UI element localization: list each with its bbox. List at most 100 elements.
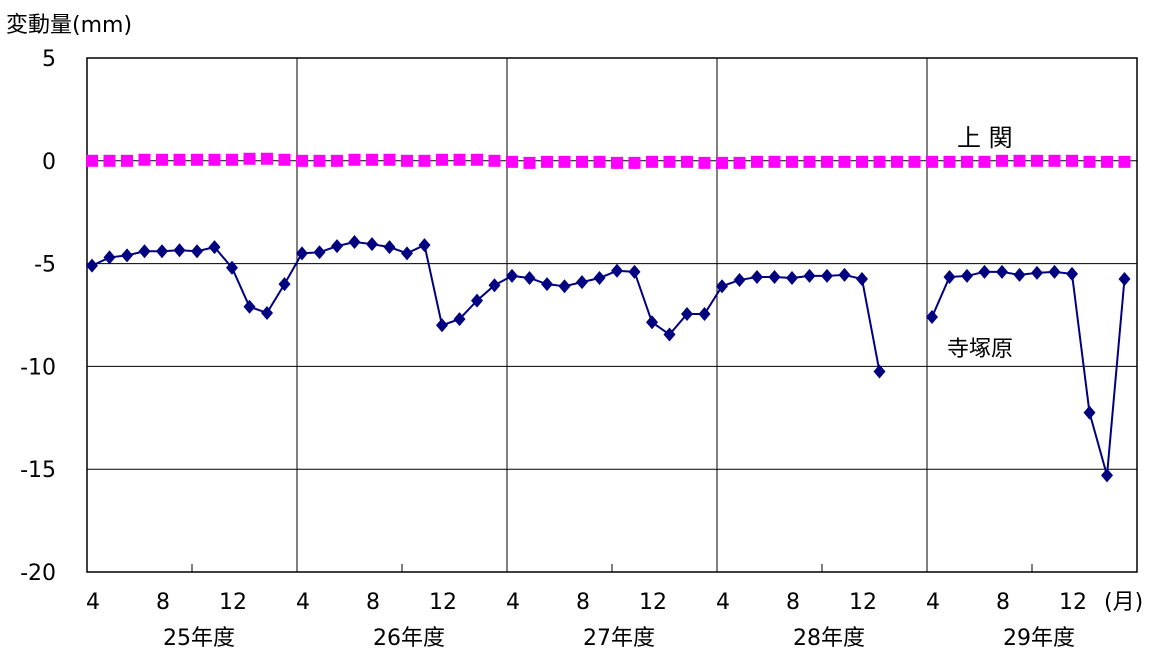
data-point [313,154,326,167]
series-line [91,240,881,372]
data-point [681,155,693,168]
data-point [646,315,658,330]
data-point [1013,154,1026,167]
data-point [978,264,991,279]
data-point [453,153,466,166]
data-point [436,318,448,333]
data-point [348,235,361,250]
data-point [261,152,273,165]
fiscal-year-label: 25年度 [163,626,235,651]
data-point [261,305,273,320]
data-point [996,154,1008,167]
y-tick-label: -5 [34,253,56,278]
data-point [856,272,868,287]
data-point [331,239,343,254]
data-point [226,260,238,275]
y-tick-label: -10 [20,355,56,380]
data-point [296,154,308,167]
data-point [471,153,483,166]
x-tick-label: 4 [86,590,100,615]
data-point [803,155,816,168]
series-line [931,270,1126,476]
data-point [1066,154,1078,167]
series-label-lower: 寺塚原 [947,337,1013,362]
data-point [138,244,151,259]
data-point [891,155,903,168]
data-point [646,155,658,168]
data-point [628,264,641,279]
data-point [366,153,378,166]
data-point [733,156,746,169]
data-point [698,306,711,321]
data-point [1083,405,1096,420]
data-point [593,155,606,168]
data-point [716,279,728,294]
data-point [628,156,641,169]
x-tick-label: 12 [1059,590,1087,615]
data-point [716,156,728,169]
data-point [1118,155,1131,168]
data-point [1048,264,1061,279]
data-point [418,238,431,253]
data-point [786,155,798,168]
data-point [208,240,221,255]
x-tick-label: 4 [926,590,940,615]
data-point [103,154,116,167]
x-tick-label: 4 [506,590,520,615]
x-tick-label: 12 [219,590,247,615]
data-point [541,155,553,168]
x-tick-label: 12 [429,590,457,615]
x-tick-label: 4 [716,590,730,615]
data-point [278,277,291,292]
x-tick-label: 12 [639,590,667,615]
fiscal-year-label: 28年度 [793,626,865,651]
data-point [698,156,711,169]
data-point [523,270,536,285]
data-point [663,155,676,168]
data-point [471,293,483,308]
x-tick-label: 8 [786,590,800,615]
data-point [593,270,606,285]
data-point [383,153,396,166]
y-tick-label: -20 [20,561,56,586]
y-tick-label: -15 [20,458,56,483]
data-point [366,237,378,252]
data-point [226,153,238,166]
data-point [86,154,98,167]
fiscal-year-label: 26年度 [373,626,445,651]
data-point [873,155,886,168]
data-point [488,154,501,167]
data-point [208,153,221,166]
data-point [751,269,763,284]
plot-area [86,57,1138,573]
data-point [873,364,886,379]
data-point [611,263,623,278]
x-tick-label: 12 [849,590,877,615]
data-point [278,153,291,166]
data-point [86,258,98,273]
month-unit-label: (月) [1104,590,1143,615]
data-point [576,275,588,290]
data-point [103,250,116,265]
data-point [506,268,518,283]
data-point [768,155,781,168]
data-point [681,306,693,321]
data-point [313,245,326,260]
data-point [156,244,168,259]
data-point [576,155,588,168]
y-tick-label: 0 [42,150,56,175]
data-point [243,299,256,314]
x-tick-labels: 4 8 12 25年度 4 8 12 26年度 4 8 12 27年度 4 8 12 28年度 4 8 12 29年度… [86,590,1143,651]
data-point [733,273,746,288]
fiscal-year-label: 27年度 [583,626,655,651]
data-point [156,153,168,166]
data-point [418,154,431,167]
data-point [803,268,816,283]
data-point [121,248,133,263]
data-point [838,155,851,168]
data-point [926,310,938,325]
data-point [663,327,676,342]
data-point [121,154,133,167]
data-point [768,269,781,284]
